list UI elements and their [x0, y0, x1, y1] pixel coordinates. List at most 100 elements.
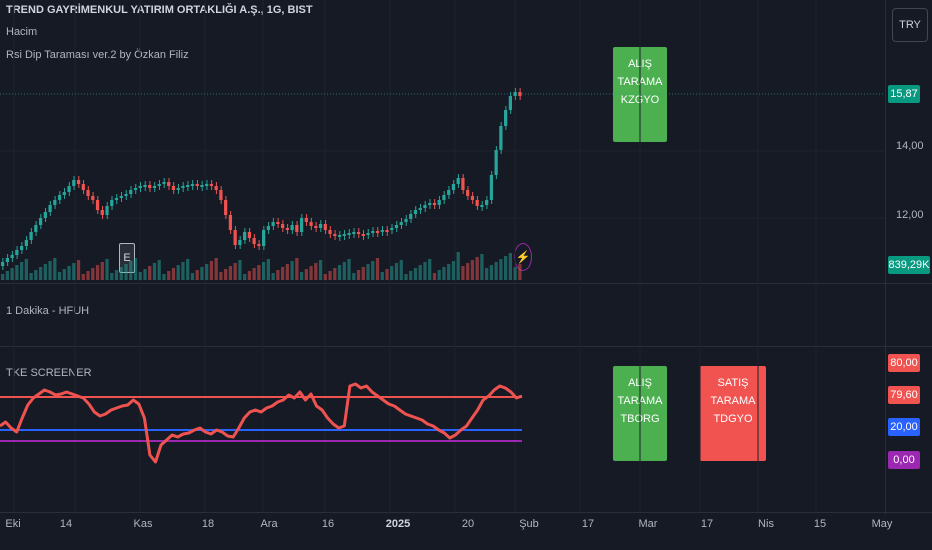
volume-bar — [152, 263, 157, 280]
candle-body — [176, 188, 180, 190]
candle-body — [356, 232, 361, 234]
time-tick: 14 — [59, 518, 73, 530]
price-tick-12: 12,00 — [896, 209, 924, 221]
candle-body — [409, 214, 413, 219]
volume-bar — [371, 261, 375, 280]
volume-bar — [86, 271, 90, 280]
candle-body — [86, 190, 90, 196]
volume-bar — [48, 261, 52, 280]
volume-bar — [119, 267, 123, 280]
volume-bar — [238, 260, 242, 280]
chart-canvas[interactable] — [0, 0, 885, 512]
volume-bar — [504, 256, 508, 280]
time-tick: Şub — [519, 518, 539, 530]
volume-bar — [423, 262, 427, 280]
volume-bar — [394, 263, 399, 280]
volume-bar — [176, 265, 180, 280]
price-scale[interactable] — [885, 0, 932, 515]
volume-bar — [390, 266, 394, 280]
volume-bar — [257, 265, 261, 280]
volume-bar — [143, 269, 147, 280]
candle-body — [10, 255, 14, 258]
candle-body — [266, 226, 270, 230]
candle-body — [309, 222, 313, 226]
volume-bar — [124, 264, 128, 280]
volume-bar — [413, 268, 418, 280]
candle-body — [304, 218, 308, 222]
volume-bar — [219, 272, 223, 280]
candle-body — [385, 230, 389, 232]
currency-button[interactable]: TRY — [892, 8, 928, 42]
candle-body — [243, 232, 247, 240]
volume-bar — [461, 266, 465, 280]
volume-bar — [418, 265, 422, 280]
candle-body — [152, 186, 157, 188]
candle-body — [15, 250, 19, 255]
volume-bar — [347, 259, 351, 280]
volume-bar — [385, 269, 389, 280]
volume-bar — [437, 270, 441, 280]
candle-body — [489, 175, 494, 200]
pane3-title[interactable]: TKE SCREENER — [6, 367, 92, 379]
volume-bar — [157, 260, 161, 280]
candle-body — [81, 184, 85, 190]
candle-body — [366, 233, 370, 235]
volume-bar — [280, 267, 285, 280]
candle-body — [200, 185, 204, 187]
candle-body — [513, 92, 517, 96]
pane-separator[interactable] — [0, 346, 932, 347]
volume-bar — [314, 263, 318, 280]
candle-body — [95, 200, 100, 210]
volume-bar — [114, 270, 119, 280]
candle-body — [418, 208, 422, 210]
candle-body — [456, 178, 460, 184]
candle-body — [138, 186, 142, 188]
volume-bar — [205, 264, 209, 280]
pane-separator[interactable] — [0, 283, 932, 284]
candle-body — [499, 126, 503, 150]
candle-body — [100, 210, 104, 215]
volume-bar — [356, 270, 361, 280]
candle-body — [181, 186, 185, 188]
osc-tag-80: 80,00 — [888, 354, 920, 372]
candle-body — [508, 96, 513, 110]
candle-body — [518, 92, 522, 96]
candle-body — [494, 150, 498, 175]
volume-bar — [1, 274, 5, 280]
candle-body — [167, 182, 171, 186]
sell-signal-box-osc: SATIŞ TARAMA TDGYO — [700, 366, 766, 461]
volume-bar — [494, 262, 498, 280]
candle-body — [333, 234, 337, 236]
volume-bar — [309, 266, 313, 280]
volume-bar — [513, 267, 517, 280]
volume-bar — [53, 258, 57, 280]
candle-body — [233, 230, 237, 245]
volume-bar — [447, 264, 451, 280]
rsi-indicator-label[interactable]: Rsi Dip Taraması ver.2 by Özkan Filiz — [6, 49, 189, 61]
volume-bar — [442, 267, 446, 280]
candle-body — [171, 186, 176, 190]
candle-body — [413, 210, 418, 214]
osc-tag-current: 79,60 — [888, 386, 920, 404]
candle-body — [442, 195, 446, 200]
time-tick: Ara — [260, 518, 278, 530]
candle-body — [38, 218, 43, 225]
volume-bar — [247, 271, 252, 280]
pane2-title[interactable]: 1 Dakika - HFUH — [6, 305, 90, 317]
candle-body — [290, 225, 294, 230]
candle-body — [280, 224, 285, 228]
sell-signal-symbol: TDGYO — [713, 413, 753, 425]
volume-bar — [361, 267, 365, 280]
candle-body — [480, 205, 484, 207]
volume-bar — [62, 269, 66, 280]
candle-body — [157, 184, 161, 186]
candle-body — [447, 190, 451, 195]
volume-bar — [366, 264, 370, 280]
volume-bar — [337, 265, 342, 280]
volume-bar — [10, 268, 14, 280]
symbol-title[interactable]: TREND GAYRİMENKUL YATIRIM ORTAKLIĞI A.Ş.… — [6, 4, 313, 16]
volume-bar — [380, 272, 384, 280]
candle-body — [257, 244, 261, 246]
volume-bar — [252, 268, 256, 280]
volume-bar — [214, 258, 218, 280]
